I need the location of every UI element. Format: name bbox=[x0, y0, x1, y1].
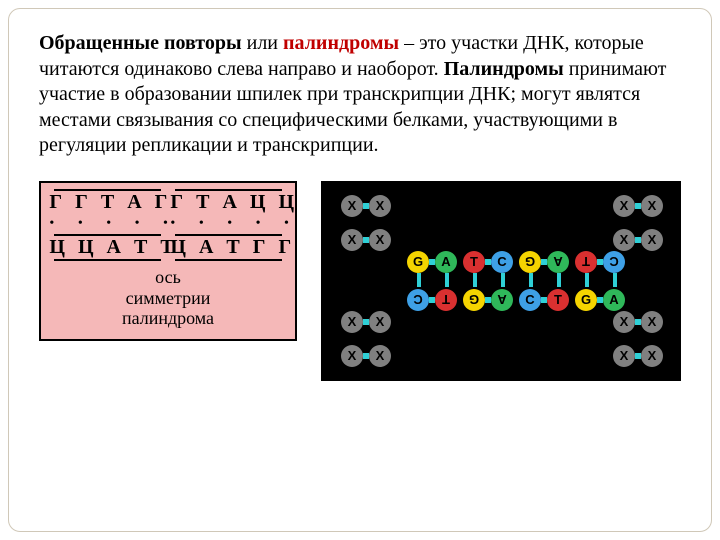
bond bbox=[597, 259, 603, 265]
bond bbox=[363, 319, 369, 325]
seq-top-right: Г Т А Ц Ц bbox=[170, 191, 286, 214]
base-X: X bbox=[341, 195, 363, 217]
base-T: T bbox=[575, 251, 597, 273]
base-A: A bbox=[491, 289, 513, 311]
term-palindromes: палиндромы bbox=[283, 32, 399, 54]
bond bbox=[635, 353, 641, 359]
base-X: X bbox=[369, 311, 391, 333]
base-X: X bbox=[613, 195, 635, 217]
base-A: A bbox=[603, 289, 625, 311]
base-T: T bbox=[435, 289, 457, 311]
dots-right: • • • • • bbox=[170, 216, 286, 232]
base-X: X bbox=[641, 195, 663, 217]
bond bbox=[363, 237, 369, 243]
bond bbox=[557, 273, 561, 287]
bond bbox=[429, 297, 435, 303]
bond bbox=[613, 273, 617, 287]
base-X: X bbox=[641, 345, 663, 367]
base-X: X bbox=[369, 345, 391, 367]
bond bbox=[445, 273, 449, 287]
base-X: X bbox=[641, 229, 663, 251]
bond bbox=[473, 273, 477, 287]
bond bbox=[635, 319, 641, 325]
base-T: T bbox=[547, 289, 569, 311]
base-X: X bbox=[613, 311, 635, 333]
dots-left: • • • • • bbox=[49, 216, 165, 232]
base-X: X bbox=[613, 345, 635, 367]
bond bbox=[541, 297, 547, 303]
base-A: A bbox=[435, 251, 457, 273]
palindrome-sequence-table: Г Г Т А Г Г Т А Ц Ц • • • • • • • • • • … bbox=[39, 181, 297, 341]
base-A: A bbox=[547, 251, 569, 273]
term-palindromes-2: Палиндромы bbox=[444, 58, 564, 80]
base-X: X bbox=[369, 229, 391, 251]
bond bbox=[363, 203, 369, 209]
bond bbox=[429, 259, 435, 265]
bond bbox=[485, 297, 491, 303]
bond bbox=[541, 259, 547, 265]
base-G: G bbox=[407, 251, 429, 273]
bond bbox=[501, 273, 505, 287]
axis-label: ось симметрии палиндрома bbox=[41, 267, 295, 329]
bond bbox=[529, 273, 533, 287]
base-X: X bbox=[613, 229, 635, 251]
main-paragraph: Обращенные повторы или палиндромы – это … bbox=[39, 31, 681, 159]
bond bbox=[417, 273, 421, 287]
bond bbox=[585, 273, 589, 287]
base-X: X bbox=[341, 229, 363, 251]
base-C: C bbox=[407, 289, 429, 311]
base-C: C bbox=[603, 251, 625, 273]
bond bbox=[485, 259, 491, 265]
base-T: T bbox=[463, 251, 485, 273]
seq-bot-left: Ц Ц А Т Т bbox=[49, 236, 165, 259]
seq-top-left: Г Г Т А Г bbox=[49, 191, 165, 214]
bond bbox=[363, 353, 369, 359]
slide-frame: Обращенные повторы или палиндромы – это … bbox=[8, 8, 712, 532]
base-X: X bbox=[341, 311, 363, 333]
seq-bot-right: Ц А Т Г Г bbox=[170, 236, 286, 259]
bond bbox=[597, 297, 603, 303]
dna-hairpin-diagram: XXXXXXXXGATCCTGAXXXXXXXXGATCCTGA bbox=[321, 181, 681, 381]
base-C: C bbox=[491, 251, 513, 273]
figures-row: Г Г Т А Г Г Т А Ц Ц • • • • • • • • • • … bbox=[39, 181, 681, 381]
bond bbox=[635, 237, 641, 243]
bond bbox=[635, 203, 641, 209]
term-inverted-repeats: Обращенные повторы bbox=[39, 32, 242, 54]
base-G: G bbox=[463, 289, 485, 311]
base-X: X bbox=[341, 345, 363, 367]
base-G: G bbox=[575, 289, 597, 311]
base-X: X bbox=[369, 195, 391, 217]
base-G: G bbox=[519, 251, 541, 273]
base-X: X bbox=[641, 311, 663, 333]
base-C: C bbox=[519, 289, 541, 311]
